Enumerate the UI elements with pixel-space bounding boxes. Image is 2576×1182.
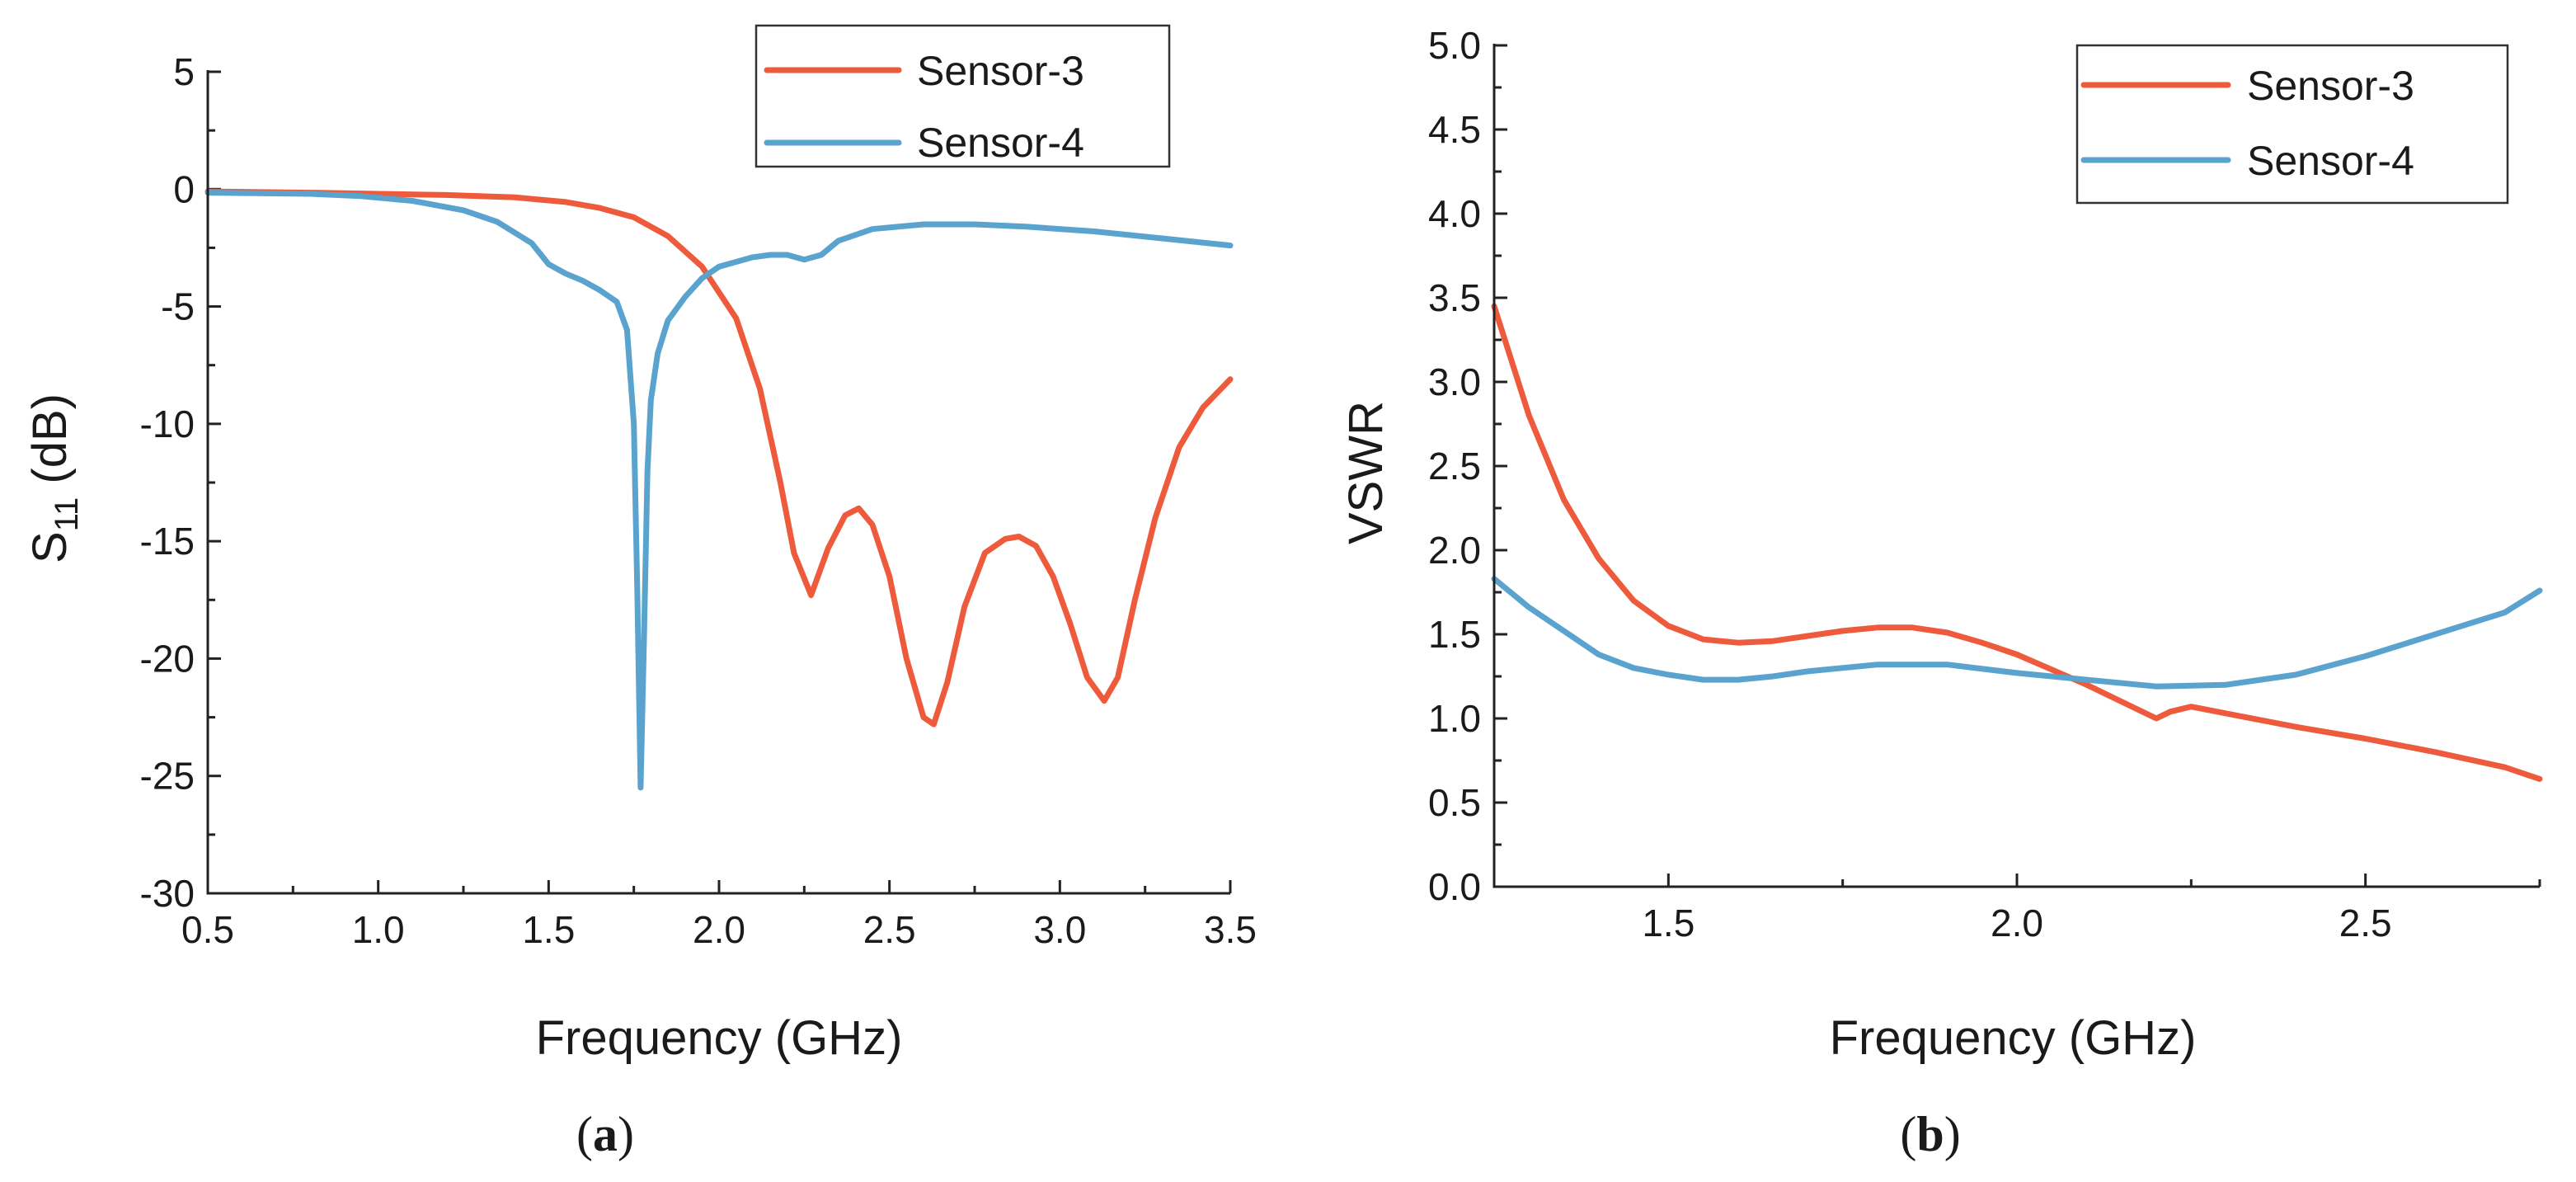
panel-a-legend-label-sensor-4: Sensor-4 <box>917 120 1084 166</box>
panel-a-y-tick-label: -5 <box>161 285 195 328</box>
panel-b-y-axis-title: VSWR <box>1339 401 1393 544</box>
panel-a-legend: Sensor-3 Sensor-4 <box>754 24 1171 168</box>
panel-a-y-tick-labels: 5 0 -5 -10 -15 -20 -25 -30 <box>140 50 195 915</box>
panel-a-y-tick-label: 0 <box>173 167 195 210</box>
panel-a-series-sensor-4 <box>204 190 1234 791</box>
panel-b-y-tick-label: 5.0 <box>1428 24 1481 67</box>
panel-b-legend-box <box>2075 44 2509 205</box>
panel-b-y-tick-label: 4.0 <box>1428 192 1481 235</box>
panel-a-y-tick-label: -15 <box>140 520 195 563</box>
panel-b-label: (b) <box>1900 1107 1960 1161</box>
panel-a-y-axis-base: S <box>23 531 77 563</box>
panel-a-x-tick-label: 1.0 <box>352 908 405 951</box>
panel-b-x-tick-label: 1.5 <box>1642 902 1695 944</box>
panel-a-x-tick-labels: 0.5 1.0 1.5 2.0 2.5 3.0 3.5 <box>181 908 1257 951</box>
panel-b-y-tick-label: 0.0 <box>1428 865 1481 908</box>
panel-b-axes <box>1492 44 2540 888</box>
panel-a-y-tick-label: -20 <box>140 637 195 680</box>
panel-a-x-tick-label: 3.5 <box>1204 908 1257 951</box>
panel-b-y-tick-labels: 5.0 4.5 4.0 3.5 3.0 2.5 2.0 1.5 1.0 0.5 0.0 <box>1428 24 1481 908</box>
panel-a-axis-lines <box>206 70 1230 895</box>
panel-a-x-tick-label: 1.5 <box>522 908 575 951</box>
panel-b-x-axis-title: Frequency (GHz) <box>1830 1011 2197 1065</box>
panel-b-y-tick-label: 2.0 <box>1428 529 1481 572</box>
panel-a-x-tick-label: 3.0 <box>1033 908 1086 951</box>
chart-panel-a: 0.5 1.0 1.5 2.0 2.5 3.0 3.5 5 0 -5 -10 -15 -20 -25 -3… <box>23 24 1257 1161</box>
panel-a-label: (a) <box>576 1107 634 1161</box>
chart-panel-b: 1.5 2.0 2.5 5.0 4.5 4.0 3.5 3.0 2.5 2.0 1.5 1.0 0.5… <box>1339 24 2543 1161</box>
panel-a-y-tick-label: -10 <box>140 403 195 445</box>
panel-b-series-sensor-3 <box>1491 303 2543 782</box>
panel-b-axis-lines <box>1492 44 2540 888</box>
panel-b-legend-label-sensor-3: Sensor-3 <box>2247 63 2414 109</box>
panel-b-x-tick-labels: 1.5 2.0 2.5 <box>1642 902 2391 944</box>
panel-a-y-tick-label: -30 <box>140 872 195 915</box>
panel-b-x-tick-label: 2.5 <box>2339 902 2392 944</box>
panel-a-x-tick-label: 2.5 <box>863 908 916 951</box>
panel-b-legend-label-sensor-4: Sensor-4 <box>2247 138 2414 184</box>
panel-b-y-tick-label: 1.5 <box>1428 613 1481 656</box>
panel-a-x-tick-label: 0.5 <box>181 908 234 951</box>
panel-a-y-tick-label: -25 <box>140 755 195 798</box>
panel-b-y-tick-label: 0.5 <box>1428 781 1481 824</box>
panel-a-y-axis-title: S11 (dB) <box>23 393 85 563</box>
panel-b-y-tick-label: 3.5 <box>1428 276 1481 319</box>
panel-a-axes <box>206 70 1230 895</box>
panel-b-curves <box>1491 303 2543 782</box>
panel-b-x-tick-label: 2.0 <box>1991 902 2043 944</box>
panel-b-y-tick-label: 4.5 <box>1428 108 1481 151</box>
panel-a-y-tick-label: 5 <box>173 50 195 93</box>
panel-a-y-axis-unit: (dB) <box>23 393 77 497</box>
panel-b-legend: Sensor-3 Sensor-4 <box>2075 44 2509 205</box>
panel-a-curves <box>204 188 1234 791</box>
panel-b-y-tick-label: 1.0 <box>1428 697 1481 740</box>
panel-a-x-tick-label: 2.0 <box>693 908 745 951</box>
panel-a-x-axis-title: Frequency (GHz) <box>536 1011 903 1065</box>
panel-a-y-axis-subscript: 11 <box>49 497 85 532</box>
panel-b-y-tick-label: 3.0 <box>1428 360 1481 403</box>
panel-a-series-sensor-3 <box>204 188 1234 728</box>
panel-b-series-sensor-4 <box>1491 576 2543 690</box>
panel-b-y-tick-label: 2.5 <box>1428 445 1481 487</box>
panel-a-legend-label-sensor-3: Sensor-3 <box>917 48 1084 94</box>
